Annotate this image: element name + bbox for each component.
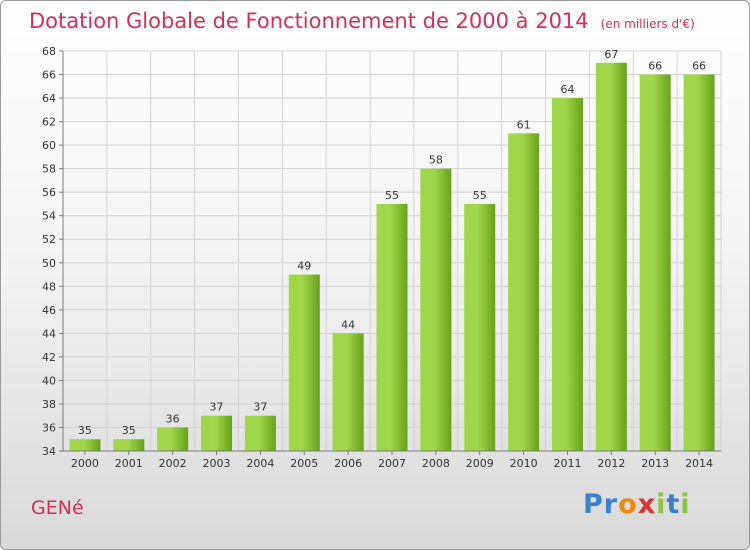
data-label: 64: [560, 83, 574, 96]
x-tick-label: 2014: [685, 457, 713, 470]
logo-letter: i: [656, 489, 667, 520]
data-label: 58: [429, 154, 443, 167]
bar: [683, 74, 715, 451]
bar: [113, 439, 145, 451]
bar: [69, 439, 101, 451]
bar: [288, 274, 320, 451]
y-tick-label: 56: [42, 186, 56, 199]
y-tick-label: 42: [42, 351, 56, 364]
y-tick-label: 34: [42, 445, 56, 458]
y-tick-label: 44: [42, 327, 56, 340]
bar: [551, 98, 583, 451]
data-label: 35: [122, 424, 136, 437]
data-label: 66: [648, 60, 662, 73]
y-tick-label: 64: [42, 92, 56, 105]
x-tick-label: 2011: [553, 457, 581, 470]
bar: [201, 415, 233, 451]
data-label: 61: [517, 118, 531, 131]
y-tick-label: 60: [42, 139, 56, 152]
data-label: 55: [385, 189, 399, 202]
bar: [332, 333, 364, 451]
commune-name: GENé: [31, 497, 84, 519]
chart-title: Dotation Globale de Fonctionnement de 20…: [29, 9, 695, 33]
x-tick-label: 2013: [641, 457, 669, 470]
data-label: 37: [253, 401, 267, 414]
y-tick-label: 52: [42, 233, 56, 246]
y-tick-label: 54: [42, 210, 56, 223]
y-tick-label: 62: [42, 116, 56, 129]
y-tick-label: 38: [42, 398, 56, 411]
logo-letter: o: [618, 489, 638, 520]
data-label: 35: [78, 424, 92, 437]
axes: 34 36 38 40 42 44 46 48 50 52 54 56 58 60 62 64 66 68 2000…: [42, 45, 721, 470]
y-tick-label: 58: [42, 163, 56, 176]
data-label: 37: [210, 401, 224, 414]
y-tick-label: 66: [42, 69, 56, 82]
x-tick-label: 2007: [378, 457, 406, 470]
x-tick-label: 2000: [71, 457, 99, 470]
bar: [508, 133, 540, 451]
x-tick-label: 2006: [334, 457, 362, 470]
bar: [595, 62, 627, 451]
title-text: Dotation Globale de Fonctionnement de 20…: [29, 9, 589, 33]
y-tick-label: 40: [42, 374, 56, 387]
data-label: 66: [692, 60, 706, 73]
x-tick-label: 2010: [510, 457, 538, 470]
unit-note: (en milliers d'€): [600, 17, 695, 31]
data-label: 36: [166, 412, 180, 425]
data-label: 67: [604, 48, 618, 61]
logo-letter: t: [666, 489, 681, 520]
y-tick-label: 48: [42, 280, 56, 293]
x-tick-label: 2003: [203, 457, 231, 470]
x-tick-label: 2009: [466, 457, 494, 470]
bar: [639, 74, 671, 451]
logo-letter: x: [637, 489, 657, 520]
x-tick-label: 2001: [115, 457, 143, 470]
y-tick-label: 50: [42, 257, 56, 270]
logo-letter: i: [680, 489, 691, 520]
y-tick-label: 68: [42, 45, 56, 58]
data-label: 44: [341, 318, 355, 331]
bar: [376, 203, 408, 451]
proxiti-logo: Proxiti: [583, 489, 691, 520]
x-tick-label: 2004: [246, 457, 274, 470]
bar: [244, 415, 276, 451]
bar: [420, 168, 452, 451]
data-label: 55: [473, 189, 487, 202]
x-tick-label: 2002: [159, 457, 187, 470]
data-label: 49: [297, 260, 311, 273]
y-tick-label: 46: [42, 304, 56, 317]
bar: [157, 427, 189, 451]
x-tick-label: 2012: [597, 457, 625, 470]
x-tick-label: 2005: [290, 457, 318, 470]
y-tick-label: 36: [42, 421, 56, 434]
bars: 35 35 36 37 37 49 44 55 58 55 61 64 67 66 66: [69, 48, 715, 451]
logo-letter: r: [603, 489, 619, 520]
bar: [464, 203, 496, 451]
logo-letter: P: [583, 489, 604, 520]
x-tick-label: 2008: [422, 457, 450, 470]
